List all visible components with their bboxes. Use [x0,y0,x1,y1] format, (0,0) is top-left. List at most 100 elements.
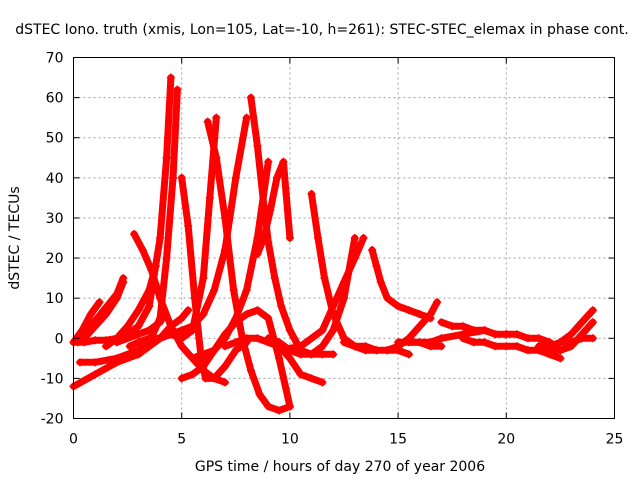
data-point-marker [188,370,197,379]
data-point-marker [264,334,273,343]
data-point-marker [231,346,240,355]
data-point-marker [437,318,446,327]
data-point-marker [318,378,327,387]
data-point-marker [220,213,229,222]
series-arc-14-markers [203,117,294,415]
data-point-marker [253,141,262,150]
y-axis-label: dSTEC / TECUs [7,186,23,289]
data-point-marker [162,254,171,263]
data-point-marker [394,302,403,311]
data-point-marker [253,250,262,259]
series-arc-24-markers [383,298,442,355]
data-point-marker [285,234,294,242]
data-point-marker [350,254,359,263]
series-arc-21-markers [275,234,368,355]
plot-frame [73,57,615,419]
data-point-marker [188,354,197,363]
data-point-marker [210,346,219,355]
data-point-marker [372,262,381,271]
data-point-marker [320,274,329,283]
data-point-marker [145,326,154,335]
data-point-marker [588,334,597,343]
data-point-marker [285,326,294,335]
data-point-marker [134,338,143,347]
data-point-marker [205,193,214,202]
data-point-marker [340,338,348,347]
data-point-marker [188,326,197,335]
data-point-marker [177,334,186,343]
data-point-marker [91,370,100,379]
data-point-marker [340,294,348,303]
data-point-marker [578,334,587,343]
data-point-marker [567,338,576,347]
data-point-marker [491,342,500,351]
data-point-marker [210,286,219,295]
data-point-marker [285,402,294,411]
data-point-marker [242,310,251,319]
data-point-marker [145,334,154,343]
y-tick-label: 10 [46,291,64,307]
data-point-marker [134,306,143,315]
data-point-marker [138,246,147,255]
data-point-marker [264,402,273,411]
data-point-marker [383,346,392,355]
chart-title: dSTEC Iono. truth (xmis, Lon=105, Lat=-1… [15,22,628,38]
data-point-marker [184,221,193,230]
series-arc-26 [405,338,445,350]
data-point-marker [415,322,424,331]
data-point-marker [184,306,193,315]
tick-labels: 0 5 10 15 20 25 -20 -10 0 10 20 30 40 50 60 70 [41,51,624,448]
data-point-marker [212,113,221,122]
data-point-marker [270,274,279,283]
y-tick-label: 70 [46,51,64,67]
data-point-marker [307,374,316,383]
data-point-marker [145,302,154,311]
data-point-marker [199,350,208,359]
series-arc-32 [556,334,597,346]
data-point-marker [229,286,238,295]
data-point-marker [448,322,457,331]
data-point-marker [112,358,121,367]
ticks [73,57,615,419]
data-point-marker [275,338,284,347]
data-point-marker [459,334,468,343]
data-point-marker [556,354,565,363]
data-point-marker [534,342,543,351]
series-arc-2 [70,298,103,346]
data-point-marker [264,314,273,323]
x-tick-label: 5 [177,432,186,448]
series-arc-32-markers [556,334,597,347]
data-point-marker [253,306,262,315]
data-point-marker [112,294,121,303]
data-point-marker [437,334,446,343]
x-tick-label: 15 [389,432,407,448]
data-point-marker [329,350,338,359]
data-point-marker [145,286,154,295]
series-layer [69,73,597,415]
data-point-marker [212,153,221,162]
data-point-marker [491,330,500,339]
data-point-marker [266,205,275,214]
series-arc-14 [204,118,294,414]
data-point-marker [231,173,240,182]
data-point-marker [285,354,294,363]
data-point-marker [523,334,532,343]
data-point-marker [242,113,251,122]
data-point-marker [147,266,156,275]
series-arc-18 [253,158,294,258]
data-point-marker [123,322,132,331]
data-point-marker [556,346,565,355]
data-point-marker [372,346,381,355]
data-point-marker [201,374,210,383]
data-point-marker [394,338,403,347]
data-point-marker [177,374,186,383]
data-point-marker [145,342,154,351]
data-point-marker [203,117,212,126]
data-point-marker [578,318,587,327]
data-point-marker [173,85,182,94]
y-tick-label: 20 [46,251,64,267]
series-arc-28 [459,334,564,362]
data-point-marker [253,334,262,343]
data-point-marker [255,390,264,399]
